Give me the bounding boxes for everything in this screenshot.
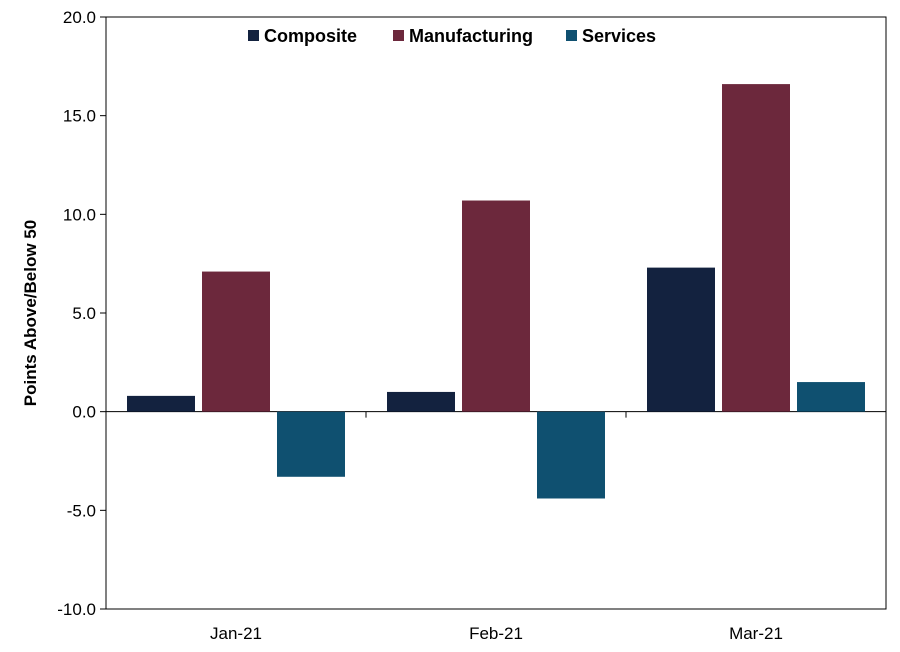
bar-composite-feb-21	[387, 391, 455, 412]
bar-services-mar-21	[797, 382, 865, 412]
y-tick-label: -10.0	[57, 600, 96, 619]
y-tick-label: 15.0	[63, 107, 96, 126]
bars	[127, 84, 865, 499]
y-tick-label: 5.0	[72, 304, 96, 323]
bar-composite-jan-21	[127, 395, 195, 412]
legend: Composite Manufacturing Services	[248, 26, 656, 46]
y-tick-label: 20.0	[63, 8, 96, 27]
bar-services-feb-21	[537, 411, 605, 499]
legend-label-manufacturing: Manufacturing	[409, 26, 533, 46]
bar-manufacturing-feb-21	[462, 200, 530, 412]
x-tick-label: Mar-21	[729, 624, 783, 643]
bar-composite-mar-21	[647, 267, 715, 412]
x-axis: Jan-21 Feb-21 Mar-21	[106, 411, 886, 643]
legend-swatch-composite	[248, 30, 259, 41]
legend-label-services: Services	[582, 26, 656, 46]
bar-manufacturing-jan-21	[202, 271, 270, 412]
y-tick-label: 0.0	[72, 403, 96, 422]
bar-services-jan-21	[277, 411, 345, 477]
x-tick-label: Feb-21	[469, 624, 523, 643]
bar-manufacturing-mar-21	[722, 84, 790, 412]
y-axis-label: Points Above/Below 50	[21, 220, 40, 406]
x-tick-label: Jan-21	[210, 624, 262, 643]
legend-swatch-services	[566, 30, 577, 41]
y-tick-label: -5.0	[67, 501, 96, 520]
legend-swatch-manufacturing	[393, 30, 404, 41]
y-tick-label: 10.0	[63, 205, 96, 224]
legend-label-composite: Composite	[264, 26, 357, 46]
y-axis: -10.0 -5.0 0.0 5.0 10.0 15.0 20.0	[57, 8, 106, 619]
